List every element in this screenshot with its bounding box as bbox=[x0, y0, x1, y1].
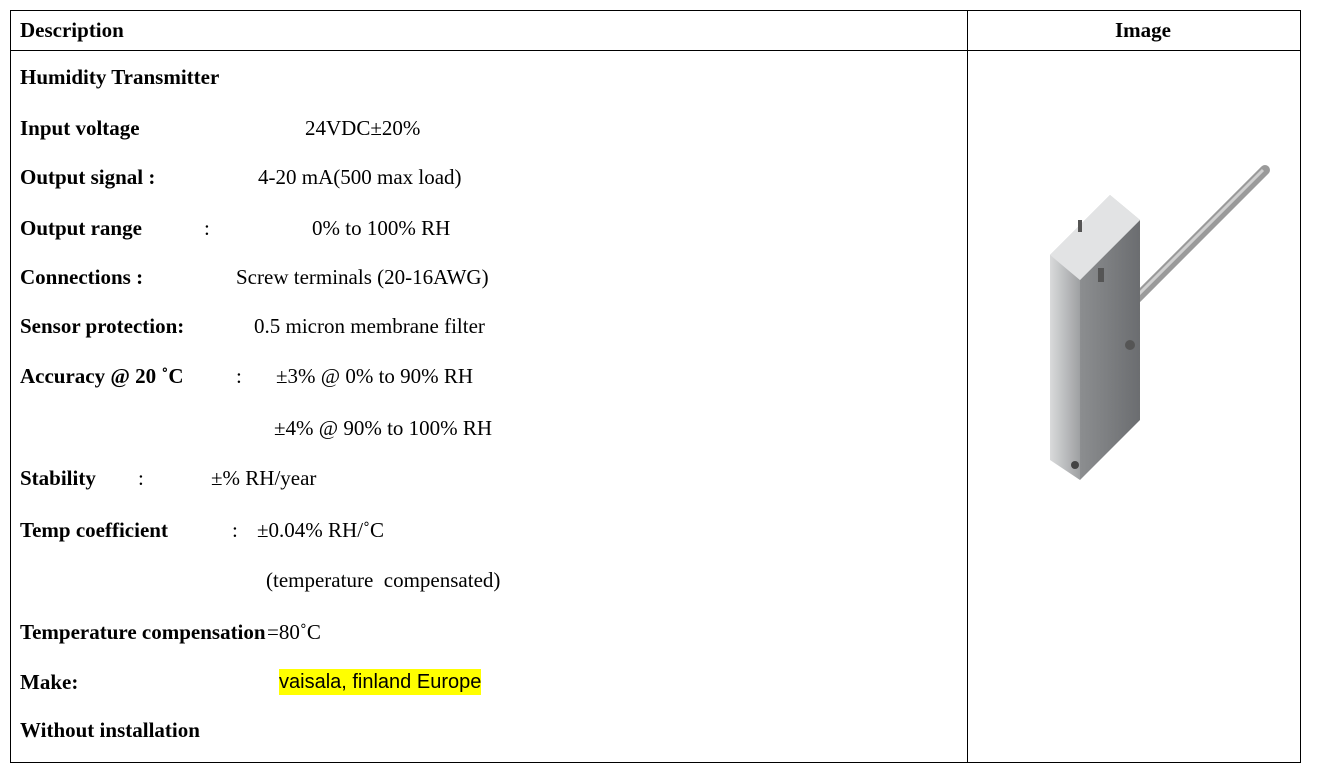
field-label: Sensor protection: bbox=[20, 313, 184, 339]
field-label: Without installation bbox=[20, 717, 200, 743]
header-row bbox=[10, 10, 1301, 51]
field-value: (temperature compensated) bbox=[266, 567, 500, 593]
field-value: vaisala, finland Europe bbox=[279, 669, 481, 695]
product-image bbox=[1020, 150, 1290, 510]
header-image: Image bbox=[1115, 10, 1171, 50]
field-label: Input voltage bbox=[20, 115, 140, 141]
header-description: Description bbox=[20, 10, 124, 50]
field-value: =80˚C bbox=[267, 619, 321, 645]
document: Description Image Humidity Transmitter In… bbox=[0, 0, 1332, 764]
field-value: 24VDC±20% bbox=[305, 115, 420, 141]
field-value: Screw terminals (20-16AWG) bbox=[236, 264, 489, 290]
field-label: Temperature compensation bbox=[20, 619, 266, 645]
field-value: 4-20 mA(500 max load) bbox=[258, 164, 462, 190]
field-value: ±3% @ 0% to 90% RH bbox=[276, 363, 473, 389]
field-value: ±% RH/year bbox=[211, 465, 316, 491]
separator: : bbox=[236, 363, 242, 389]
column-divider bbox=[967, 10, 968, 763]
field-label: Stability bbox=[20, 465, 96, 491]
field-value: ±4% @ 90% to 100% RH bbox=[274, 415, 492, 441]
field-value: ±0.04% RH/˚C bbox=[257, 517, 384, 543]
separator: : bbox=[138, 465, 144, 491]
field-label: Make: bbox=[20, 669, 78, 695]
field-label: Temp coefficient bbox=[20, 517, 168, 543]
separator: : bbox=[232, 517, 238, 543]
field-label: Output signal : bbox=[20, 164, 155, 190]
field-value: 0.5 micron membrane filter bbox=[254, 313, 485, 339]
field-label: Output range bbox=[20, 215, 142, 241]
field-value: 0% to 100% RH bbox=[312, 215, 450, 241]
field-label: Connections : bbox=[20, 264, 143, 290]
field-label: Accuracy @ 20 ˚C bbox=[20, 363, 184, 389]
field-label: Humidity Transmitter bbox=[20, 64, 219, 90]
separator: : bbox=[204, 215, 210, 241]
